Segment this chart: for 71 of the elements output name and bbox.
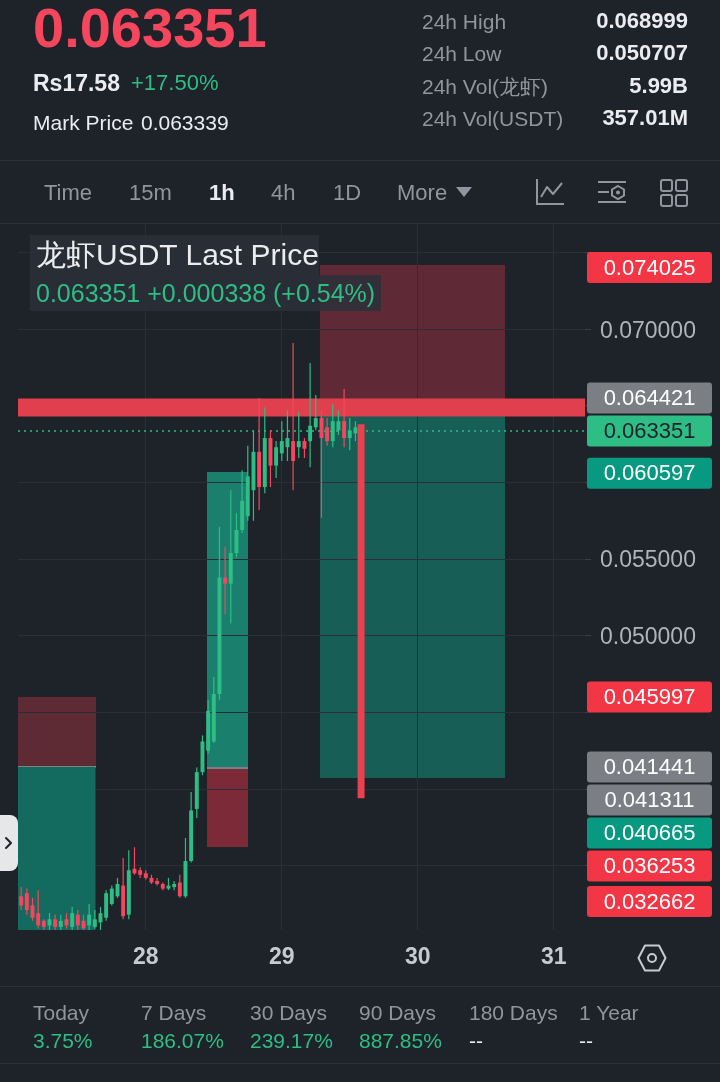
- candlestick: [24, 888, 29, 916]
- text: --: [579, 1028, 593, 1052]
- text: 0.032662: [603, 888, 696, 914]
- candlestick: [291, 342, 296, 491]
- y-tick-label: 0.070000: [600, 316, 696, 343]
- chart-title: 龙虾USDT Last Price: [30, 235, 319, 275]
- text: 24h Vol(龙虾): [422, 74, 549, 98]
- text: 0.063339: [141, 110, 229, 134]
- candlestick: [138, 866, 143, 879]
- text: 0.064421: [603, 385, 696, 411]
- text: 4h: [271, 180, 296, 205]
- text: 180 Days: [469, 1000, 558, 1024]
- text: 24h Vol(USDT): [422, 106, 564, 130]
- text: 887.85%: [359, 1028, 442, 1052]
- text: 7 Days: [141, 1000, 207, 1024]
- text: 0.040665: [603, 819, 696, 845]
- candlestick: [234, 512, 239, 559]
- text: --: [469, 1028, 483, 1052]
- text: 186.07%: [141, 1028, 224, 1052]
- x-tick-label: 28: [133, 943, 159, 970]
- candlestick: [109, 884, 114, 907]
- text: Today: [33, 1000, 90, 1024]
- text: 357.01M: [602, 105, 688, 130]
- text: Mark Price: [33, 110, 134, 134]
- text: Time: [44, 180, 93, 205]
- candlestick: [342, 388, 347, 448]
- candlestick: [92, 909, 97, 930]
- text: 0.036253: [603, 852, 696, 878]
- candlestick: [19, 886, 24, 911]
- candlestick: [155, 877, 160, 887]
- text: 1D: [333, 180, 362, 205]
- text: 90 Days: [359, 1000, 437, 1024]
- y-tick-label: 0.055000: [600, 546, 696, 573]
- text: 1 Year: [579, 1000, 639, 1024]
- candlestick: [319, 409, 324, 519]
- text: 24h High: [422, 9, 507, 33]
- text: 24h Low: [422, 41, 502, 65]
- text: 0.060597: [603, 460, 696, 486]
- candlestick: [87, 903, 92, 930]
- text: More: [397, 180, 448, 205]
- text: 30 Days: [250, 1000, 328, 1024]
- ref-line-label: 0.063351: [603, 418, 696, 444]
- candlestick: [70, 906, 75, 930]
- text: 3.75%: [33, 1028, 93, 1052]
- text: 0.041441: [603, 753, 696, 779]
- text: 5.99B: [629, 73, 688, 98]
- text: 239.17%: [250, 1028, 333, 1052]
- candlestick: [274, 440, 279, 479]
- candlestick: [302, 437, 307, 459]
- text: Rs17.58: [33, 69, 120, 96]
- text: 1h: [209, 180, 235, 205]
- candlestick: [313, 394, 318, 431]
- x-tick-label: 31: [540, 943, 567, 970]
- text: 0.063351 +0.000338 (+0.54%): [30, 275, 382, 311]
- candlestick: [36, 889, 41, 930]
- candlestick: [172, 880, 177, 891]
- text: 0.050707: [596, 40, 688, 65]
- text: 15m: [129, 180, 172, 205]
- text: 0.045997: [603, 684, 696, 710]
- candlestick: [325, 417, 330, 447]
- text: +17.50%: [131, 70, 219, 95]
- candlestick: [75, 909, 80, 930]
- y-tick-label: 0.050000: [600, 623, 696, 650]
- x-tick-label: 30: [404, 943, 431, 970]
- candlestick: [223, 546, 228, 615]
- text: 0.063351: [33, 0, 267, 59]
- candlestick: [177, 874, 182, 899]
- text: 0.041311: [604, 786, 695, 812]
- text: 0.068999: [596, 8, 688, 33]
- text: 0.074025: [603, 254, 696, 280]
- x-tick-label: 29: [268, 943, 295, 970]
